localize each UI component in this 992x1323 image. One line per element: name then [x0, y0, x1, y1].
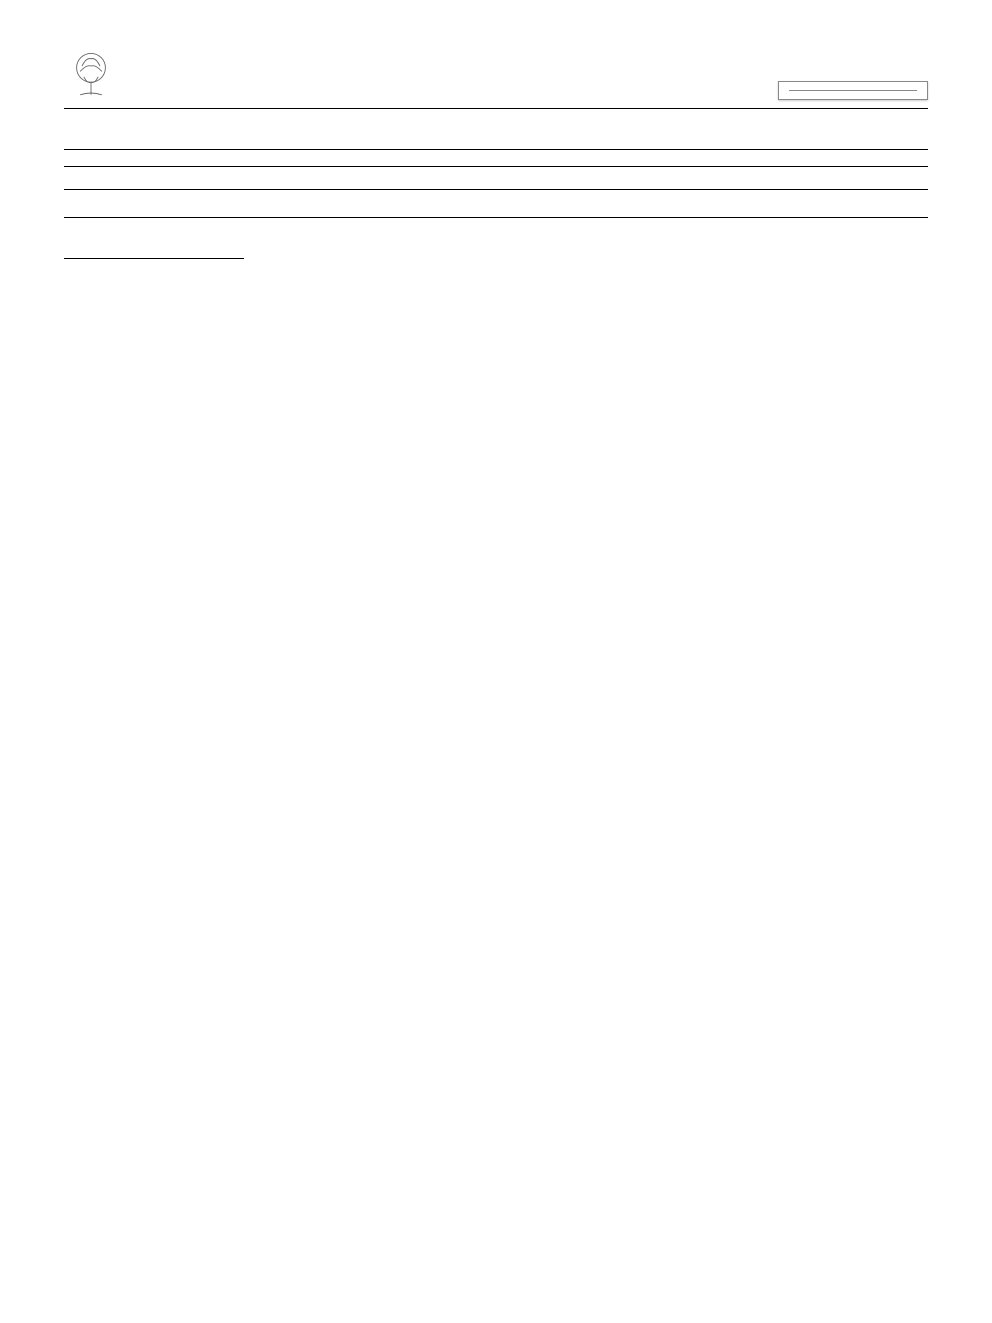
table-of-contents: [64, 149, 928, 167]
keywords-text: [64, 196, 67, 210]
publisher-logo: [64, 48, 118, 104]
elsevier-tree-icon: [64, 48, 118, 102]
keywords-block: [64, 189, 928, 218]
journal-box-wrapper: [778, 81, 928, 104]
citation-line: [118, 96, 778, 104]
journal-subtitle: [789, 91, 917, 93]
footnote-rule: [64, 258, 244, 259]
journal-cover-box: [778, 81, 928, 100]
page-header: [64, 48, 928, 109]
